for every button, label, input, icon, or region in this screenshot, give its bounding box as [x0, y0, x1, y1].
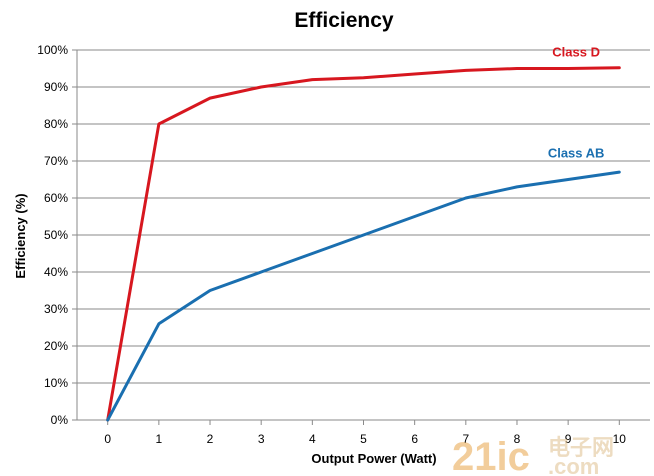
y-tick-label: 30%: [44, 302, 68, 316]
x-tick-label: 7: [462, 432, 469, 446]
x-tick-label: 10: [613, 432, 627, 446]
grid-lines: [77, 49, 650, 384]
x-axis-label: Output Power (Watt): [311, 451, 436, 466]
x-tick-label: 2: [207, 432, 214, 446]
watermark-domain: .com: [548, 454, 599, 476]
series-label-class-ab: Class AB: [548, 146, 605, 161]
watermark-brand: 21ic: [452, 435, 530, 476]
axes: [72, 49, 650, 425]
x-tick-label: 8: [514, 432, 521, 446]
x-tick-label: 0: [104, 432, 111, 446]
x-tick-label: 3: [258, 432, 265, 446]
y-tick-label: 40%: [44, 265, 68, 279]
chart-title: Efficiency: [294, 9, 394, 32]
watermark-cn: 电子网: [548, 435, 614, 460]
y-axis-label: Efficiency (%): [13, 193, 28, 278]
y-tick-label: 100%: [37, 43, 68, 57]
y-tick-label: 20%: [44, 339, 68, 353]
y-tick-label: 90%: [44, 80, 68, 94]
series-lines: [106, 66, 621, 422]
series-line-class-d: [106, 66, 621, 422]
y-tick-label: 80%: [44, 117, 68, 131]
y-tick-label: 0%: [51, 413, 69, 427]
y-tick-label: 50%: [44, 228, 68, 242]
x-tick-labels: 0 1 2 3 4 5 6 7 8 9 10: [104, 432, 626, 446]
series-label-class-d: Class D: [552, 45, 600, 60]
x-tick-label: 9: [565, 432, 572, 446]
series-line-class-ab: [106, 170, 621, 422]
x-tick-label: 1: [156, 432, 163, 446]
y-tick-labels: 0% 10% 20% 30% 40% 50% 60% 70% 80% 90% 100%: [37, 43, 68, 427]
x-tick-label: 4: [309, 432, 316, 446]
x-tick-label: 6: [411, 432, 418, 446]
x-tick-label: 5: [360, 432, 367, 446]
y-tick-label: 70%: [44, 154, 68, 168]
watermark-logo: 21ic 电子网 .com: [452, 435, 614, 476]
y-tick-label: 60%: [44, 191, 68, 205]
series-labels: Class D Class AB: [548, 45, 605, 161]
y-tick-label: 10%: [44, 376, 68, 390]
